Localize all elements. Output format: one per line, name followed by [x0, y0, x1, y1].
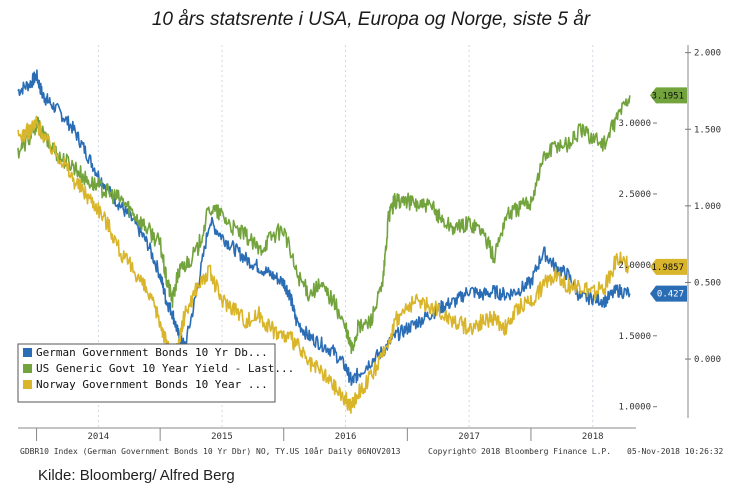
x-tick-label: 2014 — [87, 432, 109, 442]
right-tick-label: 0.500 — [694, 278, 721, 288]
tag-label: 3.1951 — [651, 91, 684, 101]
right-tick-label: 0.000 — [694, 355, 721, 365]
chart-title: 10 års statsrente i USA, Europa og Norge… — [151, 9, 591, 30]
footer-left: GDBR10 Index (German Government Bonds 10… — [20, 446, 401, 456]
series-line-2 — [17, 116, 631, 414]
x-axis: 2014 2015 2016 2017 2018 — [36, 428, 604, 442]
footer-middle: Copyright© 2018 Bloomberg Finance L.P. — [428, 447, 611, 456]
right-tick-label: 2.000 — [694, 49, 721, 59]
chart-footer: GDBR10 Index (German Government Bonds 10… — [20, 446, 724, 456]
left-tick-label: 1.0000 — [618, 403, 651, 413]
footer-right: 05-Nov-2018 10:26:32 — [627, 447, 724, 456]
legend-swatch — [23, 364, 32, 373]
last-value-tag-1: 3.1951 — [650, 87, 687, 104]
x-tick-label: 2017 — [458, 432, 480, 442]
series-line-1 — [17, 95, 631, 355]
left-tick-label: 3.0000 — [618, 119, 651, 129]
legend: German Government Bonds 10 Yr Db... US Ge… — [17, 343, 294, 403]
legend-label: US Generic Govt 10 Year Yield - Last... — [36, 362, 294, 375]
legend-swatch — [23, 348, 32, 357]
right-tick-label: 1.000 — [694, 202, 721, 212]
right-tick-label: 1.500 — [694, 125, 721, 135]
left-tick-label: 1.5000 — [618, 332, 651, 342]
left-tick-label: 2.5000 — [618, 190, 651, 200]
last-value-tags: 0.427 3.1951 1.9857 — [650, 87, 687, 302]
tag-label: 0.427 — [657, 290, 684, 300]
tag-shape — [650, 285, 687, 302]
legend-label: German Government Bonds 10 Yr Db... — [36, 346, 268, 359]
legend-label: Norway Government Bonds 10 Year ... — [36, 378, 268, 391]
x-tick-label: 2015 — [211, 432, 233, 442]
source-note: Kilde: Bloomberg/ Alfred Berg — [38, 467, 235, 484]
left-axis: 3.0000 2.5000 2.0000 1.5000 1.0000 — [618, 119, 657, 413]
x-tick-label: 2016 — [335, 432, 357, 442]
x-tick-label: 2018 — [582, 432, 604, 442]
right-axis: 2.000 1.500 1.000 0.500 0.000 — [685, 49, 721, 365]
legend-swatch — [23, 380, 32, 389]
tag-shape — [650, 258, 687, 275]
legend-box — [17, 343, 276, 403]
left-tick-label: 2.0000 — [618, 261, 651, 271]
tag-label: 1.9857 — [651, 263, 684, 273]
tag-shape — [650, 87, 687, 104]
series-layer — [17, 69, 631, 414]
last-value-tag-2: 1.9857 — [650, 258, 687, 275]
plot-frame — [18, 45, 689, 429]
last-value-tag-0: 0.427 — [650, 285, 687, 302]
